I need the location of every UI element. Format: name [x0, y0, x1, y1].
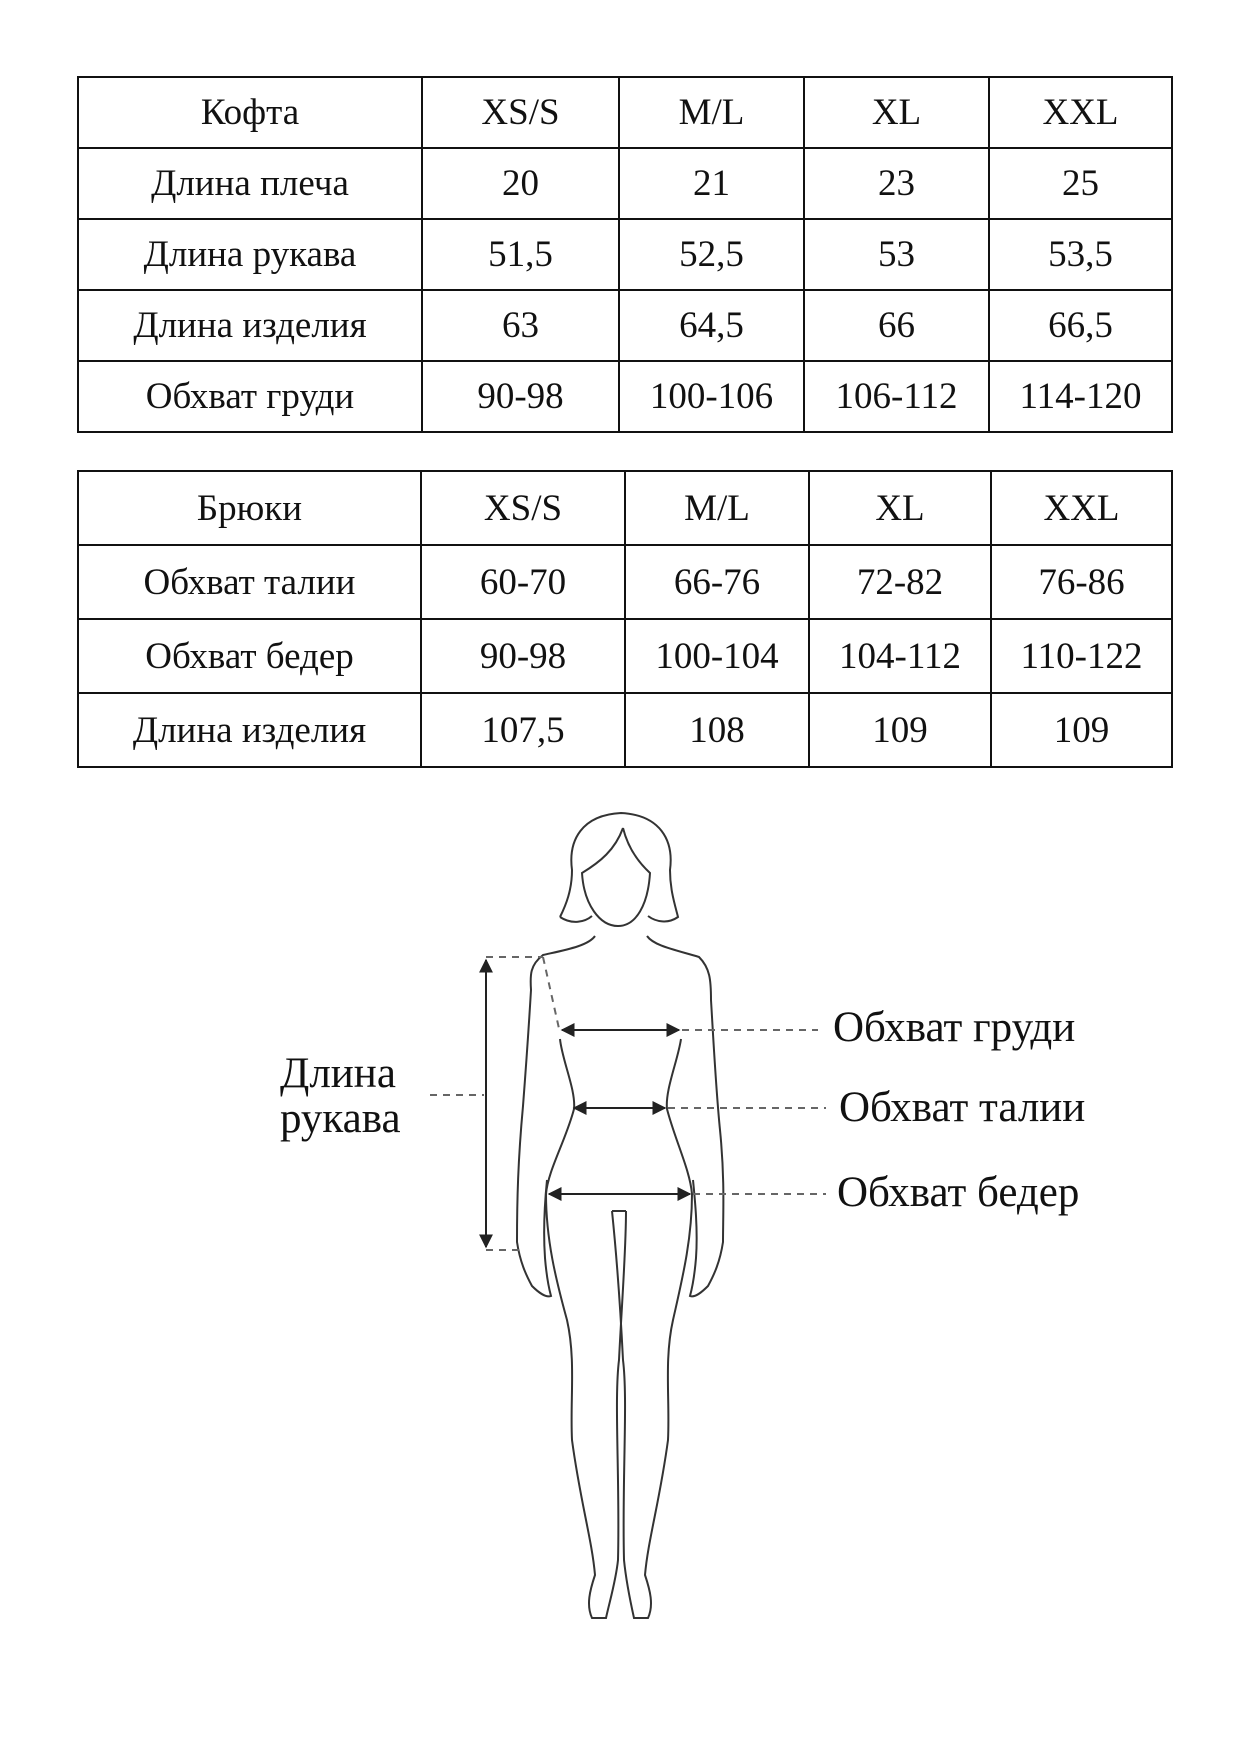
row-label: Обхват груди: [77, 360, 423, 433]
table-row: Длина изделия 63 64,5 66 66,5: [77, 289, 1173, 362]
header-cell: XL: [803, 76, 990, 149]
cell: 100-106: [618, 360, 805, 433]
cell: 23: [803, 147, 990, 220]
row-label: Длина плеча: [77, 147, 423, 220]
header-cell: M/L: [618, 76, 805, 149]
header-cell: XXL: [990, 470, 1173, 546]
cell: 72-82: [808, 544, 992, 620]
cell: 114-120: [988, 360, 1173, 433]
row-label: Обхват талии: [77, 544, 422, 620]
cell: 53,5: [988, 218, 1173, 291]
table-header-row: Брюки XS/S M/L XL XXL: [77, 470, 1173, 546]
cell: 107,5: [420, 692, 626, 768]
header-cell: XS/S: [421, 76, 620, 149]
female-figure-outline: [515, 811, 725, 1619]
table-row: Обхват бедер 90-98 100-104 104-112 110-1…: [77, 618, 1173, 694]
table-row: Обхват талии 60-70 66-76 72-82 76-86: [77, 544, 1173, 620]
cell: 66,5: [988, 289, 1173, 362]
header-cell: Кофта: [77, 76, 423, 149]
cell: 109: [808, 692, 992, 768]
table-row: Длина рукава 51,5 52,5 53 53,5: [77, 218, 1173, 291]
cell: 110-122: [990, 618, 1173, 694]
waist-label: Обхват талии: [839, 1084, 1085, 1131]
pants-size-table: Брюки XS/S M/L XL XXL Обхват талии 60-70…: [77, 470, 1173, 768]
hip-label: Обхват бедер: [837, 1169, 1079, 1216]
table-row: Длина плеча 20 21 23 25: [77, 147, 1173, 220]
header-cell: XXL: [988, 76, 1173, 149]
table-row: Длина изделия 107,5 108 109 109: [77, 692, 1173, 768]
cell: 90-98: [421, 360, 620, 433]
header-cell: Брюки: [77, 470, 422, 546]
cell: 106-112: [803, 360, 990, 433]
header-cell: M/L: [624, 470, 810, 546]
cell: 64,5: [618, 289, 805, 362]
sleeve-length-label-line1: Длина: [280, 1050, 396, 1097]
cell: 76-86: [990, 544, 1173, 620]
cell: 90-98: [420, 618, 626, 694]
measurement-guides: [430, 956, 826, 1251]
cell: 104-112: [808, 618, 992, 694]
cell: 52,5: [618, 218, 805, 291]
row-label: Длина изделия: [77, 692, 422, 768]
top-size-table: Кофта XS/S M/L XL XXL Длина плеча 20 21 …: [77, 76, 1173, 433]
sleeve-length-label-line2: рукава: [280, 1095, 401, 1142]
cell: 51,5: [421, 218, 620, 291]
cell: 25: [988, 147, 1173, 220]
cell: 108: [624, 692, 810, 768]
row-label: Длина изделия: [77, 289, 423, 362]
row-label: Длина рукава: [77, 218, 423, 291]
cell: 109: [990, 692, 1173, 768]
cell: 100-104: [624, 618, 810, 694]
cell: 63: [421, 289, 620, 362]
cell: 66-76: [624, 544, 810, 620]
table-header-row: Кофта XS/S M/L XL XXL: [77, 76, 1173, 149]
chest-label: Обхват груди: [833, 1004, 1075, 1051]
cell: 60-70: [420, 544, 626, 620]
cell: 20: [421, 147, 620, 220]
header-cell: XL: [808, 470, 992, 546]
table-row: Обхват груди 90-98 100-106 106-112 114-1…: [77, 360, 1173, 433]
row-label: Обхват бедер: [77, 618, 422, 694]
cell: 21: [618, 147, 805, 220]
cell: 66: [803, 289, 990, 362]
cell: 53: [803, 218, 990, 291]
header-cell: XS/S: [420, 470, 626, 546]
